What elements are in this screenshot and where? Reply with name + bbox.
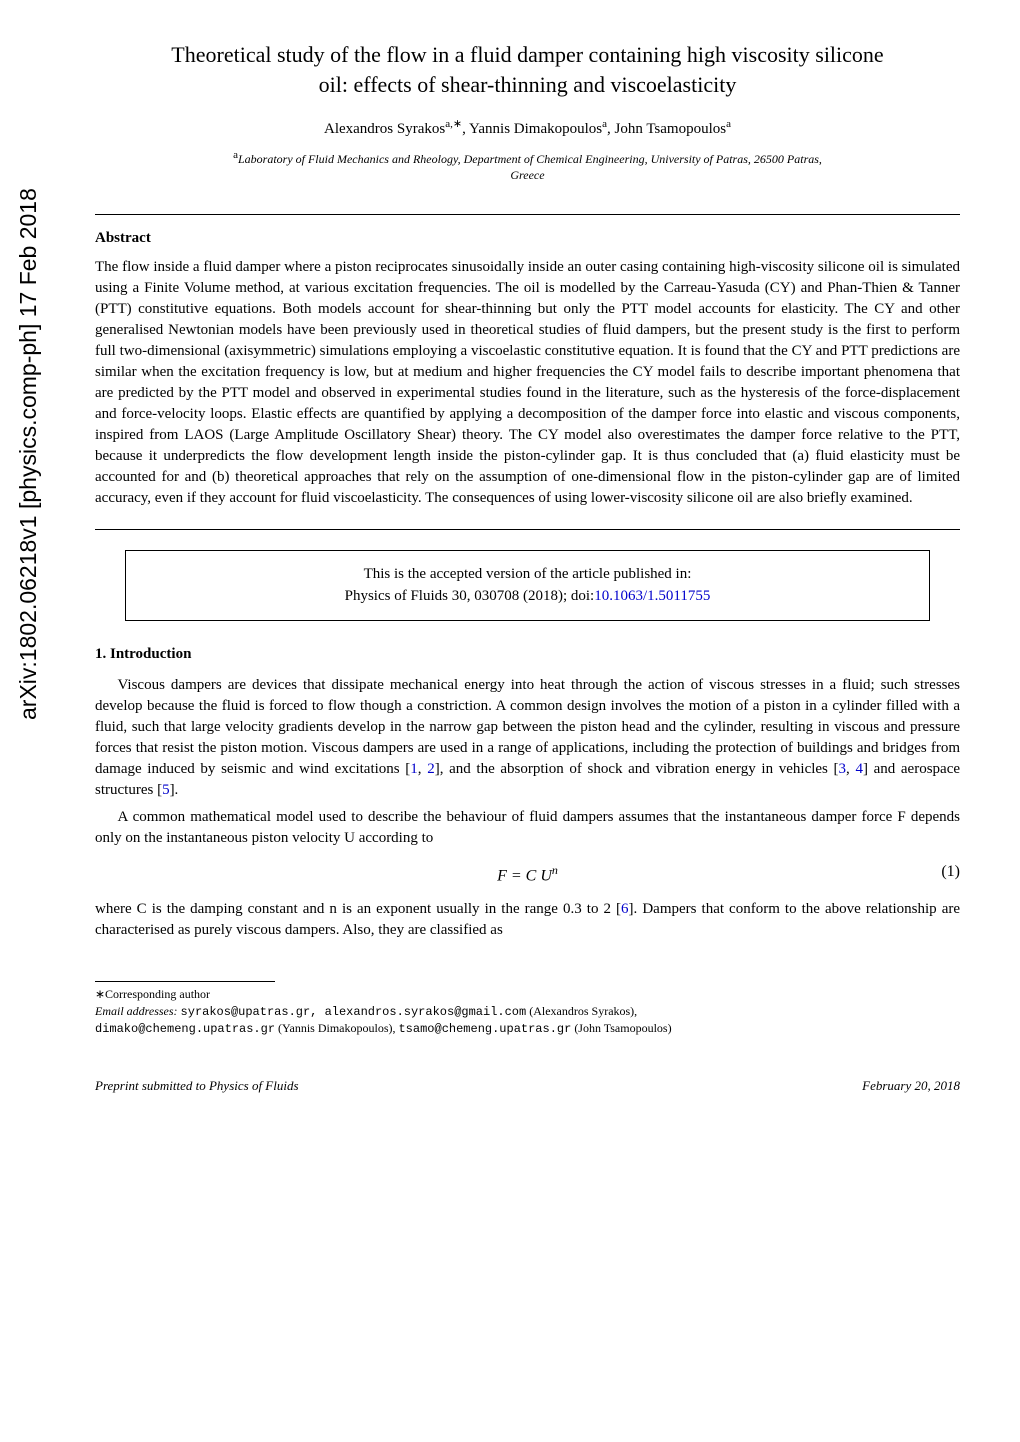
paper-title: Theoretical study of the flow in a fluid… — [95, 40, 960, 99]
affiliation-line-2: Greece — [510, 168, 544, 182]
para1-post: ]. — [170, 782, 179, 798]
eq1-exp: n — [552, 863, 558, 877]
paragraph-2: A common mathematical model used to desc… — [95, 807, 960, 849]
page-content: Theoretical study of the flow in a fluid… — [95, 0, 960, 1094]
footer-left: Preprint submitted to Physics of Fluids — [95, 1078, 299, 1094]
email-1: syrakos@upatras.gr, alexandros.syrakos@g… — [181, 1005, 527, 1019]
ref-5[interactable]: 5 — [162, 782, 170, 798]
footnote-emails: Email addresses: syrakos@upatras.gr, ale… — [95, 1003, 960, 1039]
eq1-number: (1) — [941, 863, 960, 881]
para3-pre: where C is the damping constant and n is… — [95, 901, 621, 917]
paragraph-1: Viscous dampers are devices that dissipa… — [95, 675, 960, 801]
email-label: Email addresses: — [95, 1004, 181, 1018]
ref-1[interactable]: 1 — [410, 761, 418, 777]
title-line-1: Theoretical study of the flow in a fluid… — [171, 42, 883, 67]
ref-2[interactable]: 2 — [427, 761, 435, 777]
title-line-2: oil: effects of shear-thinning and visco… — [319, 72, 737, 97]
abstract-heading: Abstract — [95, 230, 960, 247]
abstract-text: The flow inside a fluid damper where a p… — [95, 257, 960, 509]
author-3: John Tsamopoulos — [615, 121, 727, 137]
author-1-sup: a,∗ — [445, 118, 462, 130]
authors-line: Alexandros Syrakosa,∗, Yannis Dimakopoul… — [95, 117, 960, 138]
doi-link[interactable]: 10.1063/1.5011755 — [594, 588, 710, 604]
author-3-sup: a — [726, 118, 731, 130]
page-footer: Preprint submitted to Physics of Fluids … — [95, 1078, 960, 1094]
author-2: Yannis Dimakopoulos — [469, 121, 602, 137]
author-sep-2: , — [607, 121, 615, 137]
author-sep-1: , — [462, 121, 469, 137]
email-2-name: (Yannis Dimakopoulos), — [275, 1021, 398, 1035]
ref-6[interactable]: 6 — [621, 901, 629, 917]
footer-right: February 20, 2018 — [862, 1078, 960, 1094]
paragraph-3: where C is the damping constant and n is… — [95, 899, 960, 941]
affiliation-line-1: Laboratory of Fluid Mechanics and Rheolo… — [238, 152, 822, 166]
email-1-name: (Alexandros Syrakos), — [526, 1004, 637, 1018]
equation-1: F = C Un (1) — [95, 863, 960, 885]
email-3: tsamo@chemeng.upatras.gr — [398, 1022, 571, 1036]
para1-mid2: ], and the absorption of shock and vibra… — [435, 761, 839, 777]
ref-4[interactable]: 4 — [855, 761, 863, 777]
email-2: dimako@chemeng.upatras.gr — [95, 1022, 275, 1036]
boxed-line-1: This is the accepted version of the arti… — [364, 566, 692, 582]
footnote-rule — [95, 981, 275, 982]
accepted-version-box: This is the accepted version of the arti… — [125, 550, 930, 621]
eq1-body: F = C U — [497, 867, 552, 884]
section-1-heading: 1. Introduction — [95, 646, 960, 663]
footnote-corresponding: ∗Corresponding author — [95, 986, 960, 1003]
arxiv-stamp: arXiv:1802.06218v1 [physics.comp-ph] 17 … — [15, 188, 42, 720]
ref-3[interactable]: 3 — [839, 761, 847, 777]
email-3-name: (John Tsamopoulos) — [571, 1021, 671, 1035]
affiliation: aLaboratory of Fluid Mechanics and Rheol… — [95, 148, 960, 183]
hr-bottom — [95, 529, 960, 530]
boxed-line-2-pre: Physics of Fluids 30, 030708 (2018); doi… — [345, 588, 595, 604]
para1-mid1: , — [418, 761, 427, 777]
author-1: Alexandros Syrakos — [324, 121, 445, 137]
hr-top — [95, 214, 960, 215]
